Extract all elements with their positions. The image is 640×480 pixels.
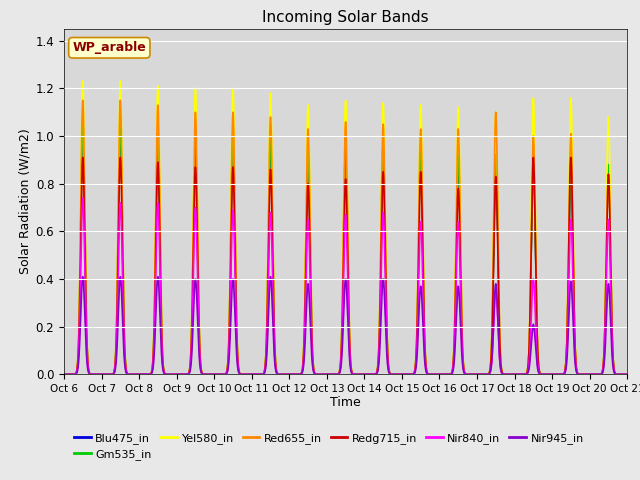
Title: Incoming Solar Bands: Incoming Solar Bands	[262, 10, 429, 25]
X-axis label: Time: Time	[330, 396, 361, 408]
Y-axis label: Solar Radiation (W/m2): Solar Radiation (W/m2)	[19, 129, 31, 275]
Text: WP_arable: WP_arable	[72, 41, 146, 54]
Legend: Blu475_in, Gm535_in, Yel580_in, Red655_in, Redg715_in, Nir840_in, Nir945_in: Blu475_in, Gm535_in, Yel580_in, Red655_i…	[70, 428, 588, 465]
